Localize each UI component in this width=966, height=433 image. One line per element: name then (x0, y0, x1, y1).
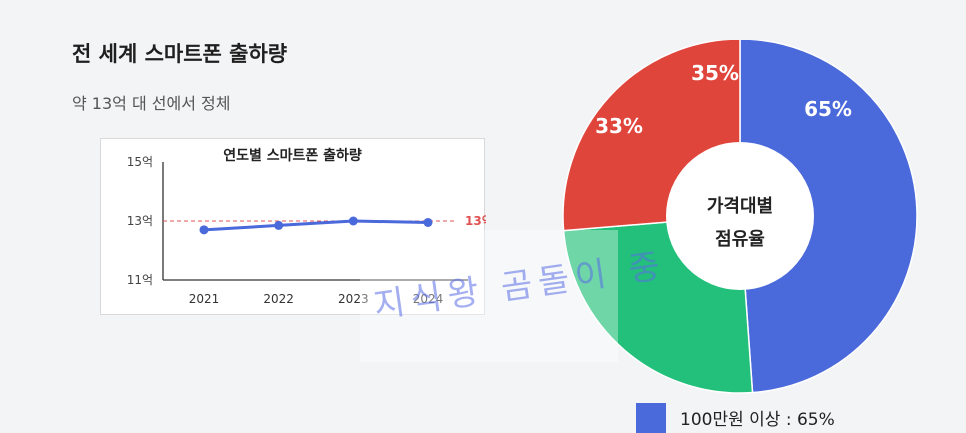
center-label: 점유율 (715, 229, 765, 250)
donut-hole (666, 142, 814, 290)
data-point (274, 220, 284, 230)
page-title: 전 세계 스마트폰 출하량 (72, 42, 288, 66)
data-point (423, 217, 433, 227)
x-tick-label: 2022 (263, 292, 294, 306)
y-tick-label: 15억 (127, 155, 153, 169)
chart-legend: 100만원 이상 : 65% (636, 402, 835, 433)
legend-label: 100만원 이상 : 65% (680, 410, 835, 430)
donut-slice (739, 40, 918, 394)
x-tick-label: 2024 (413, 292, 444, 306)
x-tick-label: 2021 (189, 292, 220, 306)
y-tick-label: 13억 (127, 214, 153, 228)
slice-label: 33% (595, 114, 643, 138)
page-subtitle: 약 13억 대 선에서 정체 (72, 94, 231, 113)
series-line (203, 219, 429, 232)
center-label: 가격대별 (707, 196, 773, 217)
y-tick-label: 11억 (127, 273, 153, 287)
slice-label: 65% (804, 97, 852, 121)
data-point (199, 225, 209, 235)
slice-label: 35% (691, 61, 739, 85)
x-tick-label: 2023 (338, 292, 369, 306)
legend-swatch (636, 402, 666, 433)
line-chart-title: 연도별 스마트폰 출하량 (223, 148, 362, 164)
data-point (348, 216, 358, 226)
watermark-backdrop (360, 230, 618, 362)
